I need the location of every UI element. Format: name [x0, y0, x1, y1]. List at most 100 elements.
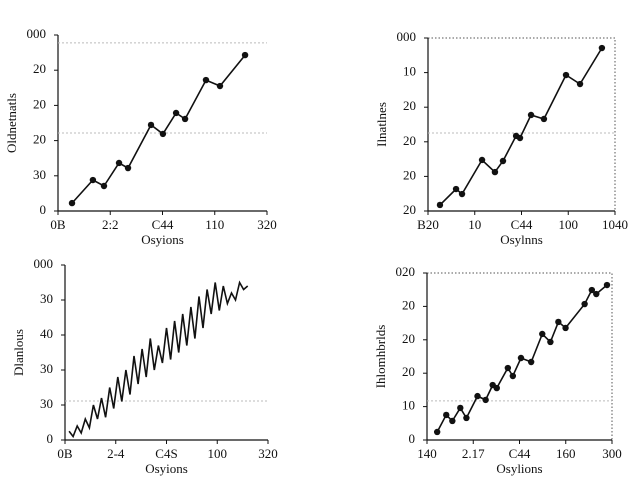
- y-tick-label: 30: [40, 396, 53, 411]
- data-point: [443, 411, 450, 419]
- data-point: [527, 111, 535, 119]
- x-tick-label: 160: [556, 446, 576, 461]
- data-point: [449, 417, 456, 425]
- data-point: [527, 358, 535, 366]
- y-axis-label: Dlanlous: [11, 329, 26, 376]
- y-axis-label: Ihlomhbrlds: [373, 325, 388, 389]
- y-tick-label: 20: [403, 202, 416, 217]
- y-tick-label: 30: [40, 361, 53, 376]
- data-point: [517, 354, 525, 362]
- data-point: [147, 121, 155, 129]
- y-axis-label: Oldnetnatls: [4, 93, 19, 153]
- x-tick-label: 100: [559, 217, 579, 232]
- y-tick-label: 000: [397, 29, 417, 44]
- data-point: [562, 71, 570, 79]
- data-point: [539, 330, 546, 338]
- y-tick-label: 20: [403, 167, 416, 182]
- y-tick-label: 20: [402, 297, 415, 312]
- data-point: [504, 364, 512, 372]
- x-tick-label: 100: [208, 446, 228, 461]
- x-tick-label: 1040: [602, 217, 628, 232]
- data-point: [436, 201, 444, 209]
- x-axis-label: Osylnns: [500, 232, 543, 247]
- data-point: [581, 300, 588, 308]
- data-line: [71, 54, 246, 204]
- x-tick-label: 2.17: [462, 446, 485, 461]
- data-point: [124, 164, 132, 172]
- data-point: [478, 156, 486, 164]
- x-axis-label: Osyions: [145, 461, 188, 476]
- data-line: [68, 280, 249, 439]
- y-tick-label: 10: [403, 64, 416, 79]
- y-tick-label: 000: [34, 256, 54, 271]
- y-tick-label: 0: [47, 431, 54, 446]
- y-tick-label: 20: [33, 96, 46, 111]
- y-tick-label: 20: [33, 132, 46, 147]
- x-tick-label: 300: [602, 446, 622, 461]
- x-axis-label: Osyions: [141, 232, 184, 247]
- data-point: [576, 80, 584, 88]
- data-point: [202, 76, 210, 84]
- y-tick-label: 30: [40, 291, 53, 306]
- data-point: [474, 392, 481, 400]
- y-tick-label: 20: [403, 133, 416, 148]
- data-point: [509, 372, 517, 380]
- data-point: [458, 190, 466, 198]
- data-point: [68, 199, 76, 207]
- data-point: [493, 384, 500, 392]
- data-point: [172, 109, 180, 117]
- x-tick-label: 140: [417, 446, 437, 461]
- data-point: [516, 134, 524, 142]
- data-point: [241, 51, 249, 59]
- data-point: [562, 324, 569, 332]
- y-axis-label: Ilnatlnes: [374, 102, 389, 147]
- y-tick-label: 000: [27, 26, 47, 41]
- data-point: [452, 185, 460, 193]
- y-tick-label: 0: [409, 431, 416, 446]
- data-point: [159, 130, 167, 138]
- x-tick-label: 2:2: [102, 217, 119, 232]
- data-point: [603, 281, 611, 289]
- y-tick-label: 30: [33, 167, 46, 182]
- y-tick-label: 20: [403, 98, 416, 113]
- x-tick-label: 0B: [50, 217, 66, 232]
- x-tick-label: B20: [417, 217, 439, 232]
- data-point: [457, 404, 464, 412]
- data-point: [100, 182, 108, 190]
- y-tick-label: 20: [402, 364, 415, 379]
- data-point: [555, 318, 562, 326]
- data-line: [439, 47, 603, 206]
- x-tick-label: C4S: [155, 446, 177, 461]
- data-point: [547, 338, 554, 346]
- plot-frame: [427, 37, 616, 212]
- data-point: [463, 414, 470, 422]
- data-point: [433, 428, 441, 436]
- x-tick-label: 10: [468, 217, 481, 232]
- x-tick-label: C44: [152, 217, 174, 232]
- x-axis-label: Osylions: [496, 461, 542, 476]
- data-point: [181, 115, 189, 123]
- data-point: [216, 82, 224, 90]
- y-tick-label: 020: [396, 264, 416, 279]
- data-point: [491, 168, 499, 176]
- y-tick-label: 10: [402, 398, 415, 413]
- x-tick-label: 2-4: [107, 446, 125, 461]
- x-tick-label: 110: [205, 217, 224, 232]
- data-point: [588, 286, 596, 294]
- data-point: [89, 176, 97, 184]
- data-point: [540, 115, 548, 123]
- data-point: [115, 159, 123, 167]
- y-tick-label: 40: [40, 326, 53, 341]
- y-tick-label: 20: [402, 331, 415, 346]
- x-tick-label: 320: [257, 217, 277, 232]
- data-point: [499, 157, 507, 165]
- x-tick-label: C44: [509, 446, 531, 461]
- y-tick-label: 0: [40, 202, 47, 217]
- x-tick-label: 320: [258, 446, 278, 461]
- y-tick-label: 20: [33, 61, 46, 76]
- x-tick-label: C44: [511, 217, 533, 232]
- data-point: [598, 44, 606, 52]
- data-point: [482, 396, 489, 404]
